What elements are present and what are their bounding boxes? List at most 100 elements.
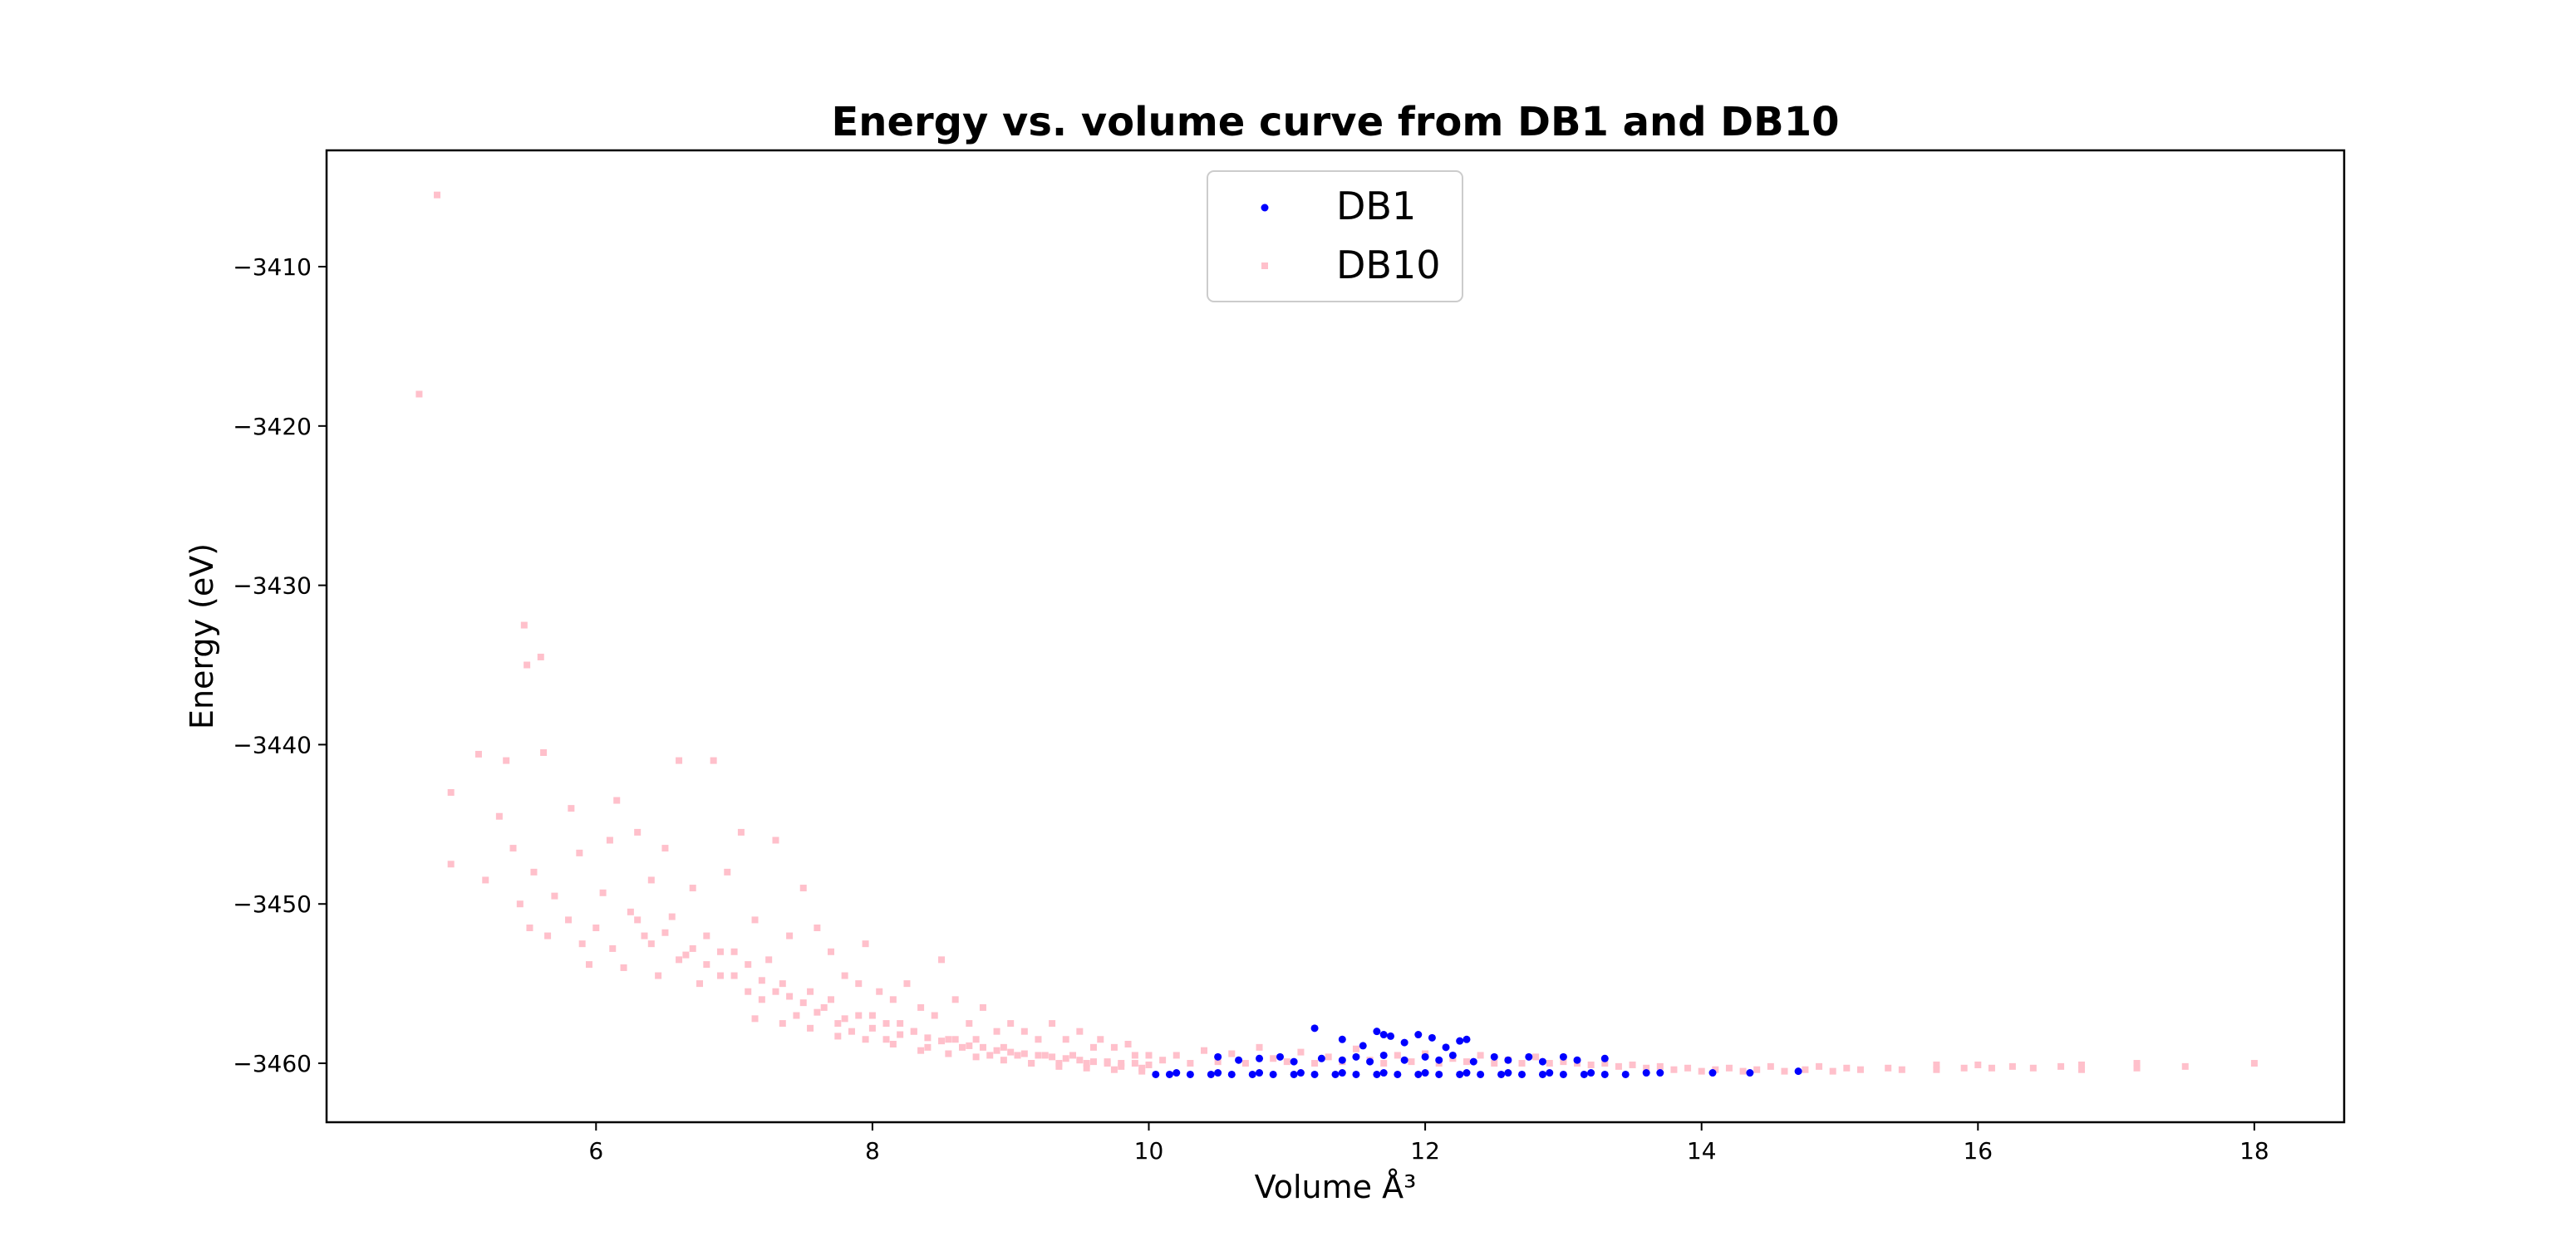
- point-db10-11: [524, 661, 531, 669]
- point-db10-80: [979, 1003, 986, 1011]
- point-db10-167: [1283, 1058, 1290, 1066]
- legend-frame: [1207, 170, 1463, 302]
- point-db10-15: [540, 749, 548, 757]
- point-db10-127: [938, 1038, 946, 1045]
- point-db1-27: [1296, 1069, 1305, 1077]
- point-db1-5: [1248, 1070, 1256, 1078]
- legend: DB1 DB10: [1207, 170, 1463, 302]
- point-db10-159: [1172, 1052, 1180, 1059]
- point-db10-52: [786, 932, 794, 939]
- point-db1-57: [1525, 1052, 1533, 1061]
- point-db10-195: [1670, 1066, 1678, 1073]
- point-db10-220: [2078, 1066, 2086, 1073]
- point-db10-56: [814, 925, 821, 931]
- x-tick-label: 12: [1410, 1137, 1440, 1165]
- point-db10-110: [703, 961, 710, 969]
- point-db10-165: [1256, 1043, 1263, 1051]
- chart-title: Energy vs. volume curve from DB1 and DB1…: [831, 99, 1839, 145]
- point-db1-14: [1435, 1070, 1443, 1078]
- point-db10-131: [993, 1047, 1000, 1054]
- point-db10-74: [938, 956, 946, 964]
- point-db10-59: [834, 1020, 842, 1028]
- point-db10-0: [415, 390, 423, 398]
- point-db1-52: [1435, 1056, 1443, 1064]
- point-db10-17: [551, 892, 558, 900]
- point-db10-194: [1656, 1062, 1664, 1070]
- point-db1-43: [1276, 1052, 1284, 1061]
- point-db10-152: [1000, 1057, 1007, 1064]
- point-db10-40: [703, 932, 710, 939]
- point-db10-106: [647, 940, 655, 948]
- point-db10-139: [1104, 1058, 1111, 1066]
- point-db1-72: [1463, 1035, 1471, 1043]
- point-db1-70: [1442, 1043, 1450, 1052]
- point-db1-20: [1559, 1070, 1567, 1078]
- point-db10-116: [786, 993, 794, 1000]
- y-tick-label: −3430: [233, 572, 312, 600]
- point-db10-6: [495, 812, 503, 820]
- point-db10-125: [910, 1028, 917, 1035]
- point-db1-73: [1379, 1031, 1388, 1039]
- point-db1-8: [1310, 1070, 1319, 1078]
- point-db1-66: [1387, 1032, 1395, 1040]
- point-db10-182: [1491, 1060, 1498, 1067]
- point-db10-86: [1020, 1028, 1028, 1035]
- point-db10-38: [689, 885, 696, 892]
- point-db1-48: [1366, 1057, 1374, 1066]
- point-db10-66: [882, 1036, 890, 1043]
- point-db1-54: [1469, 1057, 1477, 1066]
- point-db10-200: [1739, 1067, 1747, 1075]
- point-db10-213: [1960, 1064, 1968, 1072]
- point-db1-19: [1538, 1070, 1546, 1078]
- point-db10-28: [620, 964, 627, 971]
- point-db10-19: [568, 805, 575, 812]
- point-db1-37: [1708, 1069, 1717, 1077]
- point-db10-189: [1587, 1061, 1595, 1068]
- point-db10-83: [1000, 1043, 1007, 1051]
- point-db1-6: [1269, 1070, 1277, 1078]
- point-db10-97: [1097, 1036, 1104, 1043]
- point-db10-123: [882, 1020, 890, 1028]
- point-db10-146: [834, 1033, 842, 1040]
- point-db10-143: [751, 1015, 759, 1023]
- point-db1-67: [1400, 1038, 1408, 1047]
- point-db10-30: [634, 828, 642, 836]
- point-db10-57: [820, 1003, 828, 1011]
- x-axis: 6 8 10 12 14 16 18: [588, 1122, 2269, 1165]
- point-db10-101: [1124, 1041, 1132, 1048]
- point-db10-212: [1933, 1066, 1940, 1073]
- point-db10-10: [520, 621, 528, 629]
- point-db10-107: [661, 929, 669, 936]
- point-db10-75: [945, 1036, 952, 1043]
- point-db10-63: [862, 940, 869, 948]
- point-db10-186: [1546, 1060, 1553, 1067]
- point-db10-137: [1076, 1057, 1084, 1064]
- point-db10-22: [585, 961, 592, 969]
- point-db10-191: [1615, 1062, 1622, 1070]
- point-db10-62: [855, 980, 863, 988]
- point-db10-79: [972, 1036, 980, 1043]
- point-db10-50: [772, 836, 779, 844]
- point-db10-65: [876, 988, 883, 995]
- point-db10-202: [1767, 1062, 1774, 1070]
- point-db1-56: [1504, 1056, 1512, 1064]
- y-tick-label: −3460: [233, 1050, 312, 1077]
- point-db10-71: [917, 1003, 925, 1011]
- point-db1-35: [1642, 1069, 1650, 1077]
- point-db10-138: [1089, 1058, 1097, 1066]
- point-db1-10: [1352, 1070, 1360, 1078]
- point-db1-36: [1656, 1069, 1664, 1077]
- point-db10-109: [689, 944, 696, 952]
- point-db10-201: [1753, 1066, 1761, 1073]
- point-db10-209: [1885, 1064, 1892, 1072]
- point-db10-145: [807, 1024, 814, 1032]
- point-db10-224: [2250, 1060, 2258, 1067]
- point-db10-49: [765, 956, 773, 964]
- point-db1-41: [1235, 1056, 1243, 1064]
- point-db10-156: [1110, 1066, 1118, 1073]
- point-db1-25: [1214, 1069, 1222, 1077]
- point-db1-53: [1448, 1051, 1457, 1059]
- point-db1-3: [1207, 1070, 1215, 1078]
- point-db10-144: [779, 1020, 786, 1028]
